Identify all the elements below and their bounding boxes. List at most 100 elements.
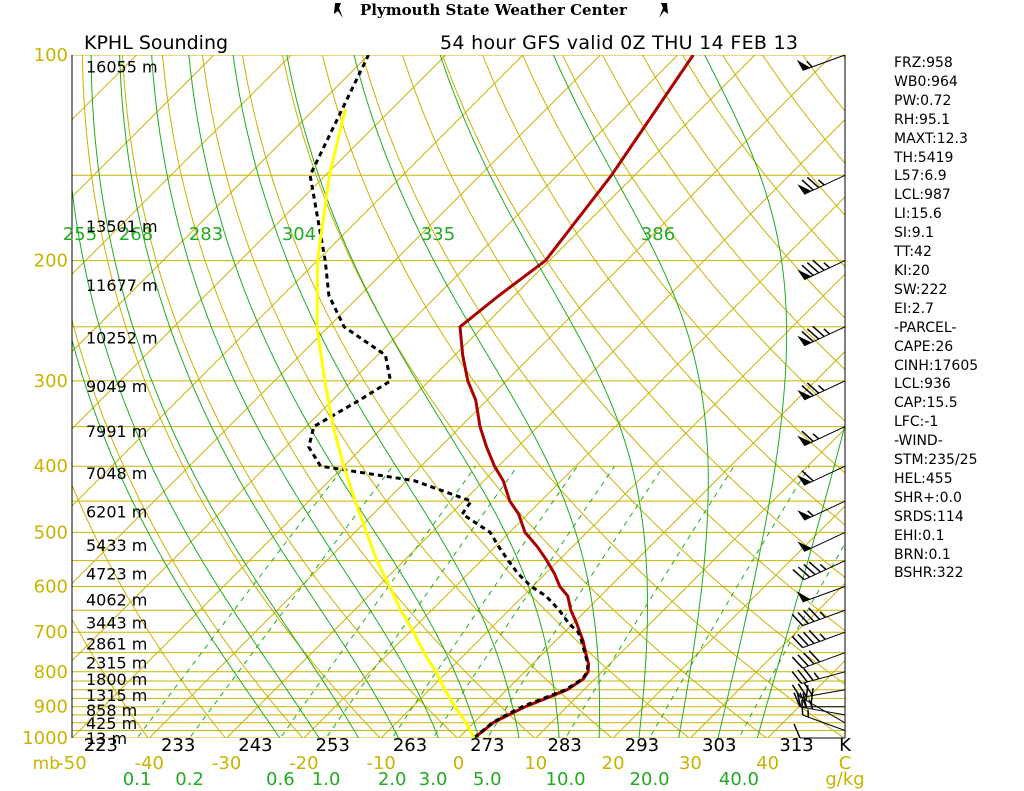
- index-item: SW:222: [894, 281, 948, 298]
- mixing-ratio-line: [391, 465, 578, 738]
- wind-barb-feather: [806, 176, 820, 189]
- wind-barb-half-feather: [806, 60, 813, 68]
- wind-barb-feather: [806, 328, 820, 340]
- wind-barb-half-feather: [819, 563, 827, 571]
- index-item: TT:42: [894, 244, 932, 261]
- wind-barb: [791, 650, 846, 669]
- wind-barb-feather: [806, 382, 820, 394]
- temperature-tick-label: 30: [679, 753, 702, 774]
- isotherm-line: [612, 505, 845, 738]
- wind-barb-feather: [797, 566, 811, 578]
- wind-barb-staff: [804, 560, 846, 581]
- wind-barb-pennant: [797, 269, 812, 280]
- index-item: EI:2.7: [894, 300, 934, 317]
- wind-barb: [793, 692, 845, 708]
- theta-e-label: 283: [189, 224, 223, 245]
- wind-barb: [796, 586, 846, 603]
- moist-adiabat-line: [353, 55, 600, 738]
- index-item: EHI:0.1: [894, 527, 945, 544]
- wind-barb-feather: [797, 669, 808, 683]
- wind-barb-staff: [804, 465, 846, 486]
- wind-barb-feather: [796, 692, 802, 708]
- temperature-tick-label: -20: [289, 753, 318, 774]
- temperature-tick-label: 10: [524, 753, 547, 774]
- wind-barb-half-feather: [807, 709, 810, 718]
- pressure-tick-label: 700: [34, 622, 68, 643]
- stability-indices-panel: FRZ:958 WB0:964 PW:0.72 RH:95.1 MAXT:12.3 TH:…: [894, 54, 978, 583]
- height-label: 16055 m: [86, 58, 158, 77]
- wind-barb-feather: [793, 723, 801, 739]
- pressure-tick-label: 400: [34, 456, 68, 477]
- wind-barb-feather: [797, 683, 808, 697]
- theta-label: 253: [316, 735, 350, 756]
- mixing-ratio-label: 5.0: [473, 769, 502, 790]
- mixing-ratio-line: [738, 542, 845, 738]
- height-label: 4723 m: [86, 564, 147, 583]
- theta-label: 303: [702, 735, 736, 756]
- index-item: SHR+:0.0: [894, 489, 962, 506]
- wind-barb-half-feather: [819, 633, 826, 640]
- theta-e-label: 304: [282, 224, 316, 245]
- dry-adiabat-line: [72, 484, 227, 738]
- temperature-profile-line: [458, 55, 695, 738]
- x-unit-label: mb: [33, 754, 60, 774]
- wind-barb-staff: [802, 652, 846, 669]
- wind-barb-feather: [799, 692, 807, 708]
- mixing-ratio-line: [432, 465, 615, 738]
- mixing-ratio-line: [188, 465, 394, 738]
- dry-adiabat-line: [0, 24, 2, 753]
- wind-barb-pennant: [796, 59, 811, 71]
- page-title: Plymouth State Weather Center: [360, 1, 627, 19]
- wind-barb-feather: [801, 384, 814, 397]
- wind-barb-feather: [808, 629, 821, 642]
- pressure-tick-label: 800: [34, 662, 68, 683]
- wind-barb: [791, 607, 846, 627]
- theta-label: 233: [161, 735, 195, 756]
- theta-e-label: 268: [119, 224, 153, 245]
- wind-barb-half-feather: [812, 433, 820, 440]
- title-bar: Plymouth State Weather Center: [0, 0, 1024, 22]
- dry-adiabat-line: [241, 55, 691, 738]
- mixing-ratio-label: 0.1: [123, 769, 152, 790]
- moist-adiabat-line: [756, 423, 845, 738]
- isotherm-line: [535, 428, 845, 738]
- height-label: 11677 m: [86, 276, 158, 295]
- wind-barb-feather: [808, 561, 822, 573]
- wind-barb-feather: [801, 264, 814, 276]
- moist-adiabat-line: [232, 55, 520, 738]
- pressure-tick-label: 200: [34, 251, 68, 272]
- wind-barb-pennant: [797, 335, 812, 346]
- index-item: LFC:-1: [894, 414, 939, 431]
- wind-barb-feather: [791, 656, 804, 669]
- mixing-ratio-line: [325, 465, 518, 738]
- index-item: -WIND-: [894, 433, 943, 450]
- dry-adiabat-line: [401, 55, 845, 632]
- index-item: L57:6.9: [894, 168, 947, 185]
- index-item: FRZ:958: [894, 55, 953, 71]
- height-label: 1315 m: [86, 686, 147, 705]
- index-item: KI:20: [894, 262, 930, 279]
- wind-barb-half-feather: [817, 384, 825, 392]
- height-label: 858 m: [86, 701, 137, 720]
- wind-barb-feather: [803, 631, 815, 645]
- wind-barb-pennant: [797, 389, 812, 400]
- wind-barb-staff: [802, 631, 846, 649]
- wind-barb-pennant: [797, 184, 812, 195]
- mixing-ratio-line: [565, 465, 735, 738]
- wind-barb-feather: [812, 325, 825, 338]
- dry-adiabat-line: [561, 55, 845, 422]
- height-label: 13501 m: [86, 217, 158, 236]
- mixing-ratio-label: 1.0: [312, 769, 341, 790]
- dry-adiabat-line: [441, 55, 845, 579]
- isotherm-line: [72, 55, 756, 738]
- wind-barb-feather: [791, 613, 804, 627]
- moist-adiabat-line: [119, 55, 399, 738]
- wind-barb-pennant: [797, 541, 812, 552]
- wind-barb-staff: [804, 531, 846, 552]
- mixing-ratio-label: 40.0: [719, 769, 759, 790]
- wind-barb-pennant: [797, 510, 812, 521]
- index-item: BSHR:322: [894, 565, 964, 582]
- wind-barb: [797, 325, 846, 347]
- wind-barb: [797, 500, 846, 521]
- wind-barb-staff: [800, 706, 846, 716]
